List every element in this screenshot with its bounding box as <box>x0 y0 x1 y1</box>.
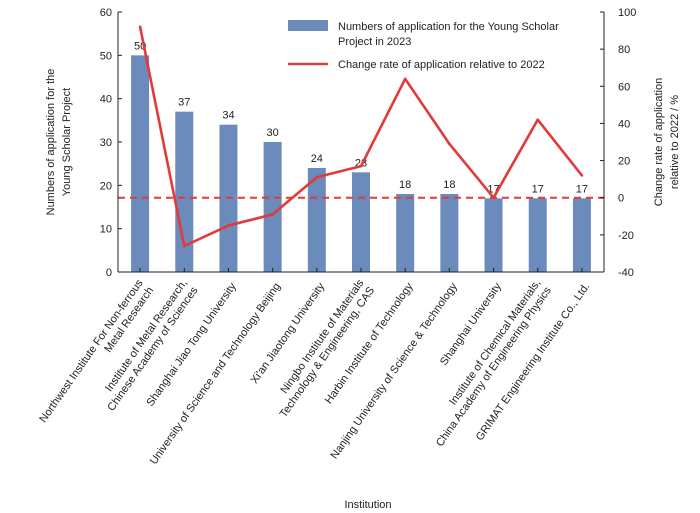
line-point-7 <box>403 77 407 81</box>
line-point-9 <box>492 196 495 200</box>
data-label-2: 37 <box>178 97 190 109</box>
y2-tick-label: 60 <box>618 81 630 93</box>
bar-11 <box>572 198 591 272</box>
legend-line-label: Change rate of application relative to 2… <box>338 59 545 71</box>
y-axis-title-line: Young Scholar Project <box>61 88 73 196</box>
y-tick-label: 10 <box>100 224 112 236</box>
y-tick-label: 20 <box>100 180 112 192</box>
legend-bar-label: Numbers of application for the Young Sch… <box>338 21 559 33</box>
y2-tick-label: 100 <box>618 7 636 19</box>
legend: Numbers of application for the Young Sch… <box>288 20 559 71</box>
data-label-4: 30 <box>267 127 279 139</box>
y2-tick-label: 0 <box>618 193 624 205</box>
line-point-6 <box>359 164 363 168</box>
y2-tick-label: -20 <box>618 230 634 242</box>
line-point-1 <box>138 25 142 29</box>
data-label-3: 34 <box>222 110 234 122</box>
bar-7 <box>396 194 415 272</box>
bar-9 <box>484 198 503 272</box>
y-tick-label: 60 <box>100 7 112 19</box>
x-axis: Northwest Institute For Non-ferrousMetal… <box>37 268 604 467</box>
bar-4 <box>263 142 282 272</box>
x-axis-title: Institution <box>344 499 391 511</box>
data-label-8: 18 <box>443 179 455 191</box>
line-point-11 <box>580 174 584 177</box>
legend-bar-label: Project in 2023 <box>338 36 411 48</box>
data-label-11: 17 <box>576 183 588 195</box>
line-point-2 <box>182 244 186 248</box>
y2-tick-label: 80 <box>618 44 630 56</box>
line-point-5 <box>315 175 319 179</box>
bar-8 <box>440 194 459 272</box>
line-point-8 <box>448 142 451 146</box>
y2-axis-title-line: relative to 2022 / % <box>669 95 681 189</box>
y-tick-label: 30 <box>100 137 112 149</box>
line-point-3 <box>227 224 230 227</box>
y-axis-right: -40 -20 0 20 40 60 80 100 Change rate of applica… <box>600 7 681 279</box>
bar-6 <box>352 172 370 272</box>
y2-axis-title-line: Change rate of application <box>653 78 665 206</box>
bar-1 <box>131 55 150 273</box>
legend-bar-swatch <box>288 20 328 31</box>
y2-tick-label: 20 <box>618 156 630 168</box>
bar-10 <box>528 198 547 272</box>
data-label-7: 18 <box>399 179 411 191</box>
line-point-4 <box>271 213 274 216</box>
data-label-10: 17 <box>532 183 544 195</box>
y2-tick-label: 40 <box>618 118 630 130</box>
line-point-10 <box>536 118 540 122</box>
y-tick-label: 40 <box>100 94 112 106</box>
y-tick-label: 50 <box>100 50 112 62</box>
y-tick-label: 0 <box>106 267 112 279</box>
bar-2 <box>175 111 194 273</box>
data-label-5: 24 <box>311 153 323 165</box>
bar-5 <box>307 168 326 272</box>
y-axis-left: 0 10 20 30 40 50 60 Numbers of application for … <box>45 7 122 279</box>
y2-tick-label: -40 <box>618 267 634 279</box>
y-axis-title-line: Numbers of application for the <box>45 69 57 216</box>
